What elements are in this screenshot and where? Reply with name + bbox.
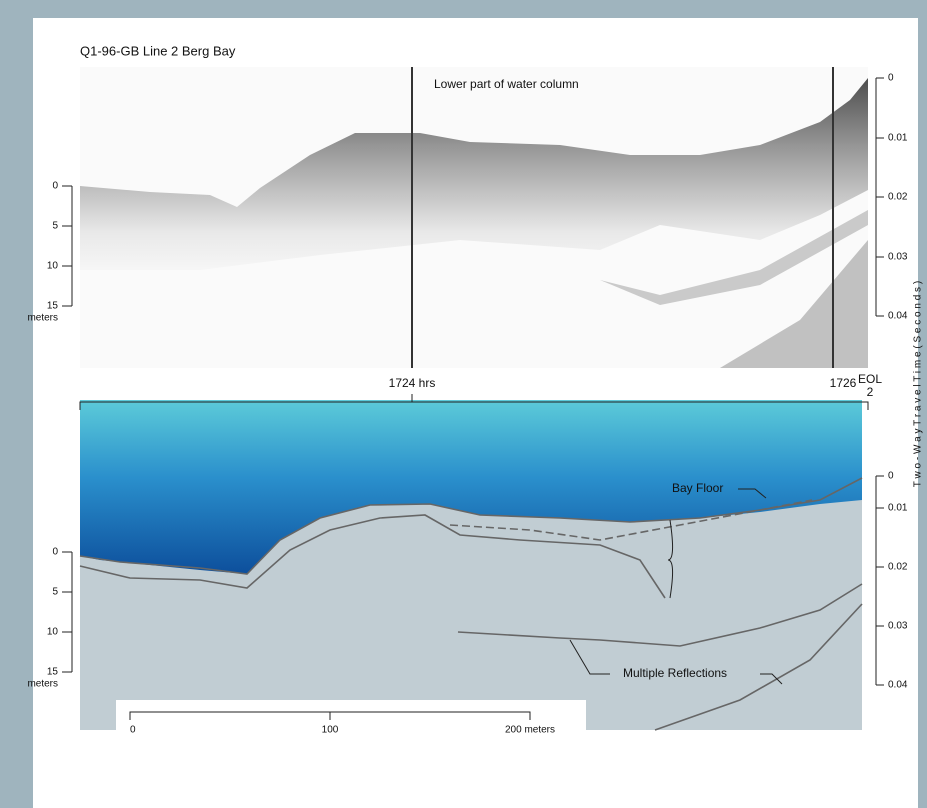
depth-tick-label: 5 xyxy=(52,221,58,232)
depth-tick-label: 5 xyxy=(52,587,58,598)
end-label: EOL xyxy=(858,372,882,386)
title: Q1-96-GB Line 2 Berg Bay xyxy=(80,43,236,58)
time-tick-label: 0 xyxy=(888,471,894,482)
time-tick-label: 0.01 xyxy=(888,503,908,514)
time-tick-label: 0.01 xyxy=(888,133,908,144)
time-tick-label: 0 xyxy=(888,73,894,84)
time-tick-label: 0.04 xyxy=(888,311,908,322)
scale-label: 200 meters xyxy=(505,725,555,736)
depth-unit: meters xyxy=(27,679,58,690)
time-tick-label: 0.03 xyxy=(888,252,908,263)
seismic-image xyxy=(80,67,868,368)
label: Bay Floor xyxy=(672,481,723,495)
scale-label: 100 xyxy=(322,725,339,736)
bathymetry xyxy=(80,400,862,730)
depth-tick-label: 15 xyxy=(47,667,59,678)
depth-tick-label: 10 xyxy=(47,261,59,272)
time-tick-label: 0.03 xyxy=(888,621,908,632)
end-label: 2 xyxy=(867,385,874,399)
time-tick-label: 0.02 xyxy=(888,192,908,203)
label: Multiple Reflections xyxy=(623,666,727,680)
time-tick-label: 0.02 xyxy=(888,562,908,573)
depth-tick-label: 0 xyxy=(52,181,58,192)
time-mark: 1726 xyxy=(830,376,857,390)
depth-tick-label: 15 xyxy=(47,301,59,312)
depth-unit: meters xyxy=(27,313,58,324)
time-tick-label: 0.04 xyxy=(888,680,908,691)
time-mark: 1724 hrs xyxy=(389,376,436,390)
depth-tick-label: 10 xyxy=(47,627,59,638)
figure: Q1-96-GB Line 2 Berg Bay Lower part of w… xyxy=(0,0,927,808)
scale-label: 0 xyxy=(130,725,136,736)
annotation: Lower part of water column xyxy=(434,77,579,91)
depth-tick-label: 0 xyxy=(52,547,58,558)
axis-title: T w o - W a y T r a v e l T i m e ( S e … xyxy=(913,281,924,487)
